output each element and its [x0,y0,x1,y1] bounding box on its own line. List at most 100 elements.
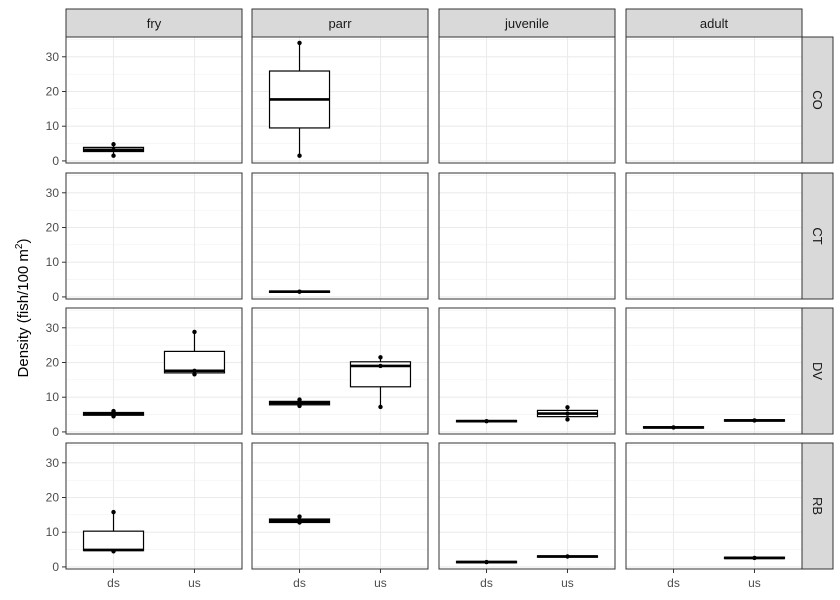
boxplot-RB-parr-ds [268,514,331,525]
box [82,530,145,552]
panel-background [626,443,802,569]
boxplot-RB-adult-us [723,555,786,561]
y-tick-label: 0 [52,290,59,304]
y-tick-label: 10 [46,525,60,539]
boxplot-CO-parr-ds [268,40,331,158]
data-point [378,355,383,360]
strips-layer: fry parr juvenile adult CO CT DV RB [65,8,834,570]
boxplot-CT-parr-ds [268,289,331,294]
strip-background [65,8,243,38]
row-strip-RB: RB [801,442,834,570]
panel-CO-juvenile [438,36,616,164]
y-tick-label: 0 [52,154,59,168]
data-point [484,559,489,565]
data-point [111,142,116,147]
panel-CT-juvenile [438,172,616,300]
panel-CT-parr [251,172,429,300]
panel-DV-juvenile [438,307,616,435]
column-strip-parr: parr [251,8,429,38]
strip-background [801,36,834,164]
boxplot-DV-adult-ds [642,425,705,430]
data-point [752,555,757,561]
column-strip-juvenile: juvenile [438,8,616,38]
data-point [111,153,116,158]
boxplot-DV-parr-ds [268,397,331,409]
y-tick-label: 0 [52,425,59,439]
data-point [671,425,676,430]
panel-background [626,308,802,434]
y-tick-label: 20 [46,355,60,369]
data-point [297,397,302,402]
panel-border [438,307,616,435]
axes-layer: 0 10 20 30 0 10 20 30 0 10 20 30 0 10 20 30 ds us ds us ds us… [46,50,761,590]
boxplot-RB-juvenile-ds [455,559,518,565]
x-tick-label: us [748,576,761,590]
row-strip-CO: CO [801,36,834,164]
data-point [297,40,302,46]
data-point [297,400,302,406]
data-point [378,404,383,410]
column-strip-fry: fry [65,8,243,38]
data-point [565,417,570,422]
x-tick-label: ds [107,576,120,590]
y-tick-label: 30 [46,321,60,335]
data-point [111,408,116,414]
row-strip-label: RB [810,497,825,515]
panel-background [439,443,615,569]
panel-border [438,172,616,300]
boxplot-DV-fry-ds [82,408,145,419]
panel-background [439,173,615,299]
y-axis-title-main: Density (fish/100 m [15,249,32,377]
panel-CO-fry [65,36,243,164]
row-strip-CT: CT [801,172,834,300]
data-point [565,554,570,559]
x-tick-label: us [188,576,201,590]
marks-layer [82,40,786,565]
panel-RB-adult [625,442,803,570]
panel-border [65,172,243,300]
y-axis-title-close: ) [15,239,32,244]
panels-layer [65,36,803,570]
panel-DV-adult [625,307,803,435]
y-tick-label: 20 [46,220,60,234]
panel-background [252,443,428,569]
y-tick-label: 10 [46,390,60,404]
data-point [484,418,489,424]
data-point [111,147,116,153]
x-tick-label: us [561,576,574,590]
boxplot-DV-juvenile-us [536,405,599,422]
row-strip-label: CT [810,227,825,244]
row-strip-DV: DV [801,307,834,435]
data-point [297,520,302,525]
x-tick-label: ds [293,576,306,590]
strip-background [801,307,834,435]
data-point [565,411,570,416]
data-point [111,509,116,515]
data-point [111,549,116,554]
boxplot-DV-adult-us [723,418,786,423]
data-point [752,418,757,423]
y-tick-label: 10 [46,119,60,133]
panel-CT-adult [625,172,803,300]
column-strip-label: parr [328,16,352,31]
data-point [192,372,197,377]
boxplot-RB-fry-ds [82,509,145,554]
strip-background [801,172,834,300]
panel-border [251,307,429,435]
panel-CT-fry [65,172,243,300]
panel-border [251,442,429,570]
row-strip-label: CO [810,90,825,110]
boxplot-CO-fry-ds [82,142,145,158]
strip-background [438,8,616,38]
panel-border [65,442,243,570]
panel-border [438,442,616,570]
boxplot-DV-parr-us [349,355,412,410]
y-axis-title-superscript: 2 [14,243,25,249]
panel-RB-juvenile [438,442,616,570]
data-point [378,363,383,369]
y-tick-label: 20 [46,84,60,98]
panel-background [439,37,615,163]
panel-background [252,173,428,299]
strip-background [251,8,429,38]
